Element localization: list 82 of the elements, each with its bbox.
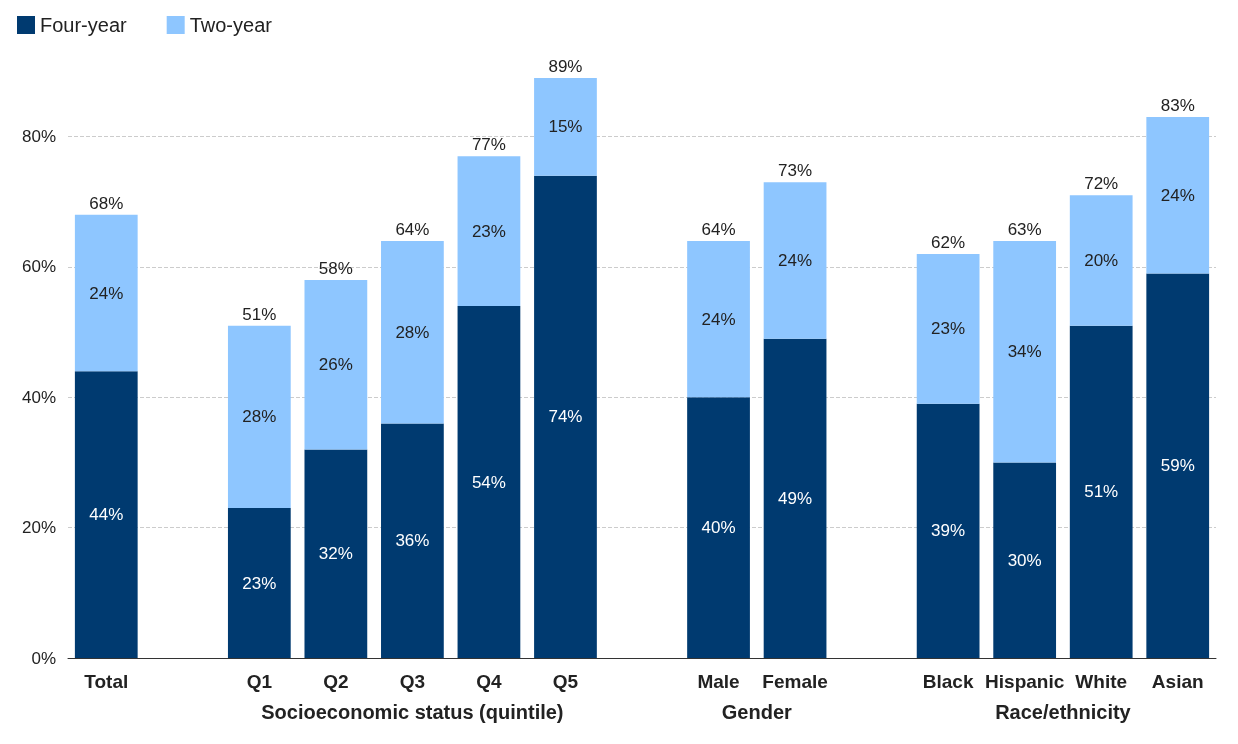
x-tick-label: Q3 bbox=[399, 671, 426, 692]
bar bbox=[687, 240, 750, 398]
bar bbox=[381, 423, 444, 658]
total-label: 62% bbox=[931, 232, 966, 252]
data-label: 23% bbox=[471, 221, 506, 241]
data-label: 23% bbox=[931, 319, 966, 339]
bar bbox=[993, 462, 1057, 658]
legend-label: Four-year bbox=[40, 14, 128, 36]
bar bbox=[227, 325, 291, 509]
total-label: 72% bbox=[1084, 174, 1119, 194]
total-label: 73% bbox=[778, 161, 813, 181]
x-tick-label: Q5 bbox=[552, 671, 579, 692]
bar bbox=[381, 240, 444, 424]
data-label: 40% bbox=[701, 518, 736, 538]
total-label: 64% bbox=[395, 219, 430, 239]
data-label: 39% bbox=[931, 521, 966, 541]
bar bbox=[1146, 117, 1210, 274]
x-tick-label: Total bbox=[84, 671, 129, 692]
data-label: 51% bbox=[1084, 482, 1119, 502]
bar bbox=[687, 397, 750, 658]
data-label: 32% bbox=[318, 544, 353, 564]
data-label: 28% bbox=[242, 407, 277, 427]
x-tick-label: Black bbox=[922, 671, 974, 692]
bar bbox=[457, 306, 521, 658]
data-label: 74% bbox=[548, 407, 583, 427]
data-label: 54% bbox=[471, 472, 506, 492]
bar bbox=[763, 182, 827, 339]
bar bbox=[993, 240, 1057, 463]
total-label: 64% bbox=[701, 219, 736, 239]
total-label: 68% bbox=[89, 193, 124, 213]
total-label: 83% bbox=[1160, 96, 1195, 116]
bar bbox=[1146, 273, 1210, 658]
data-label: 59% bbox=[1160, 456, 1195, 476]
data-label: 23% bbox=[242, 573, 277, 593]
x-tick-label: Q2 bbox=[323, 671, 349, 692]
y-tick-label: 60% bbox=[21, 257, 56, 277]
data-label: 26% bbox=[318, 355, 353, 375]
y-tick-label: 80% bbox=[21, 127, 56, 147]
x-tick-label: Q4 bbox=[476, 671, 503, 692]
bar bbox=[534, 175, 597, 658]
data-label: 24% bbox=[1160, 185, 1195, 205]
bar bbox=[916, 403, 980, 658]
data-label: 49% bbox=[778, 488, 813, 508]
bar bbox=[1069, 195, 1133, 326]
bar bbox=[304, 280, 368, 450]
y-tick-label: 20% bbox=[21, 518, 56, 538]
bar bbox=[916, 253, 980, 404]
x-tick-label: Asian bbox=[1151, 671, 1204, 692]
text: Gender bbox=[721, 701, 793, 723]
data-label: 24% bbox=[701, 309, 736, 329]
data-label: 24% bbox=[778, 250, 813, 270]
data-label: 44% bbox=[89, 505, 124, 525]
total-label: 77% bbox=[471, 135, 506, 155]
x-tick-label: Male bbox=[697, 671, 740, 692]
x-tick-label: Female bbox=[762, 671, 828, 692]
legend-label: Two-year bbox=[189, 14, 273, 36]
total-label: 51% bbox=[242, 304, 277, 324]
text: Socioeconomic status (quintile) bbox=[261, 701, 564, 723]
x-tick-label: Hispanic bbox=[985, 671, 1065, 692]
bar bbox=[74, 371, 138, 658]
data-label: 15% bbox=[548, 117, 583, 137]
y-tick-label: 40% bbox=[21, 387, 56, 407]
bar bbox=[74, 214, 138, 372]
data-label: 36% bbox=[395, 531, 430, 551]
data-label: 20% bbox=[1084, 250, 1119, 270]
total-label: 89% bbox=[548, 57, 583, 76]
data-label: 28% bbox=[395, 322, 430, 342]
text: Race/ethnicity bbox=[995, 701, 1132, 723]
total-label: 63% bbox=[1007, 219, 1042, 239]
bar bbox=[1069, 325, 1133, 658]
bar bbox=[304, 449, 368, 658]
total-label: 58% bbox=[318, 259, 353, 279]
bar bbox=[534, 78, 597, 176]
bar bbox=[227, 508, 291, 658]
bar bbox=[457, 156, 521, 307]
bar bbox=[763, 338, 827, 658]
data-label: 30% bbox=[1007, 550, 1042, 570]
x-tick-label: Q1 bbox=[246, 671, 273, 692]
data-label: 34% bbox=[1007, 342, 1042, 362]
x-tick-label: White bbox=[1075, 671, 1128, 692]
data-label: 24% bbox=[89, 283, 124, 303]
y-tick-label: 0% bbox=[31, 648, 56, 668]
